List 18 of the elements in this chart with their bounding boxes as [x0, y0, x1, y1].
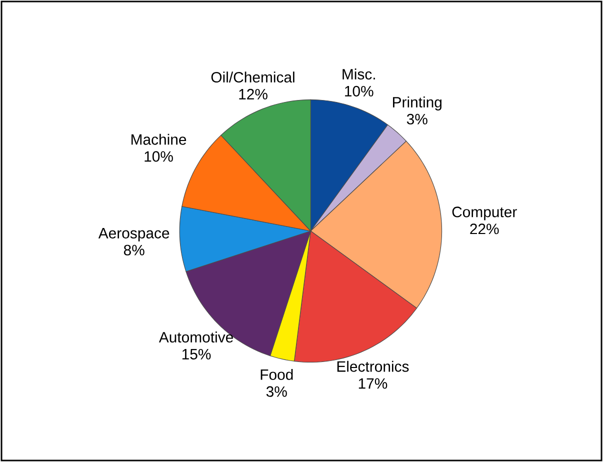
data-label: 12%	[239, 88, 268, 100]
slice-label: Computer	[452, 206, 517, 220]
data-label: 3%	[406, 114, 428, 124]
data-label: 17%	[358, 378, 388, 389]
data-label: 3%	[266, 386, 287, 397]
slice-label: Printing	[393, 96, 442, 110]
data-label: 10%	[345, 86, 374, 96]
slice-label: Misc.	[342, 68, 375, 80]
slice-label: Machine	[132, 134, 186, 145]
slice-label: Automotive	[158, 332, 233, 343]
slice-label: Electronics	[337, 360, 409, 372]
slice-label: Food	[260, 368, 293, 380]
data-label: 10%	[144, 151, 173, 162]
data-label: 8%	[124, 244, 144, 256]
slice-label: Oil/Chemical	[211, 72, 294, 83]
data-label: 15%	[182, 348, 211, 360]
data-label: 22%	[470, 224, 499, 234]
slice-label: Aerospace	[98, 228, 170, 242]
